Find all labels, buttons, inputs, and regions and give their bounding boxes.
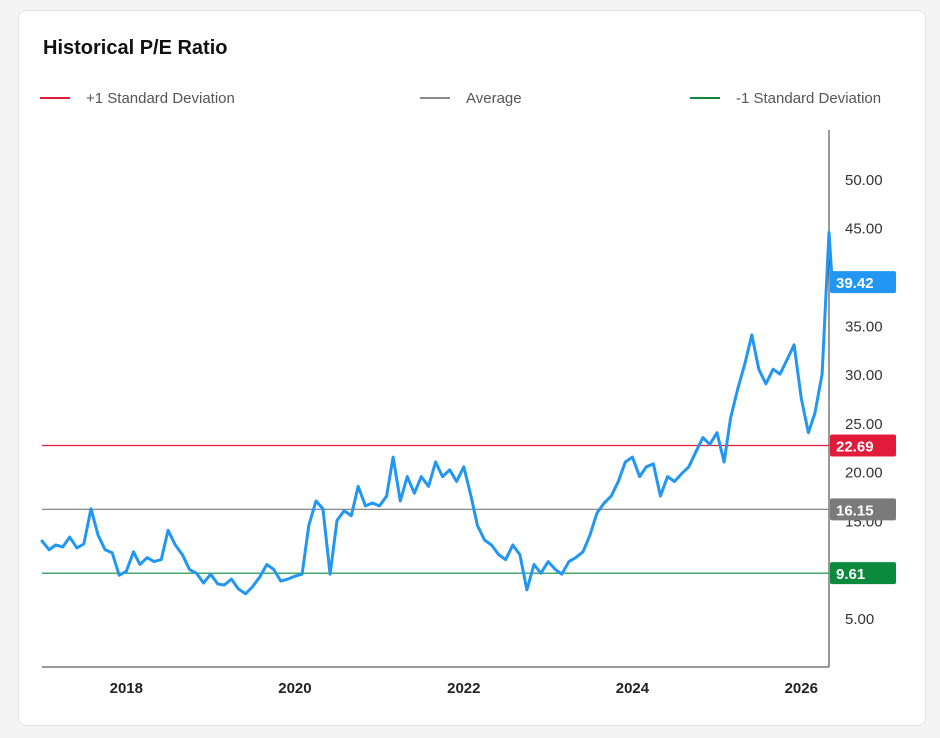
legend-swatch	[690, 97, 720, 99]
pe-ratio-series-line	[40, 231, 834, 596]
reference-value-badge-label: 16.15	[836, 502, 874, 519]
last-value-badge-label: 39.42	[836, 275, 874, 292]
legend-item[interactable]: -1 Standard Deviation	[690, 88, 881, 108]
legend-swatch	[420, 97, 450, 99]
legend-item[interactable]: Average	[420, 88, 522, 108]
reference-value-badge-label: 22.69	[836, 438, 874, 455]
reference-value-badge-bg	[830, 498, 896, 521]
x-tick-label: 2022	[447, 680, 480, 697]
y-tick-label: 45.00	[845, 221, 883, 238]
legend-label: +1 Standard Deviation	[86, 89, 235, 107]
x-tick-label: 2024	[616, 680, 650, 697]
y-tick-label: 30.00	[845, 367, 883, 384]
legend-item[interactable]: +1 Standard Deviation	[40, 88, 235, 108]
last-value-badge-bg	[830, 271, 896, 294]
y-tick-label: 5.00	[845, 611, 874, 628]
legend-label: -1 Standard Deviation	[736, 89, 882, 107]
y-tick-label: 35.00	[845, 318, 883, 335]
y-tick-label: 50.00	[845, 172, 883, 189]
x-tick-label: 2018	[110, 680, 143, 697]
reference-value-badge-bg	[830, 434, 896, 457]
chart-card: Historical P/E Ratio	[18, 10, 926, 726]
x-tick-label: 2020	[278, 680, 311, 697]
y-tick-label: 20.00	[845, 465, 883, 482]
chart-title: Historical P/E Ratio	[43, 37, 228, 59]
x-tick-label: 2026	[785, 680, 818, 697]
reference-value-badge-label: 9.61	[836, 566, 865, 583]
legend-label: Average	[466, 89, 522, 107]
reference-value-badge-bg	[830, 562, 896, 585]
legend-swatch	[40, 97, 70, 99]
y-tick-label: 25.00	[845, 416, 883, 433]
